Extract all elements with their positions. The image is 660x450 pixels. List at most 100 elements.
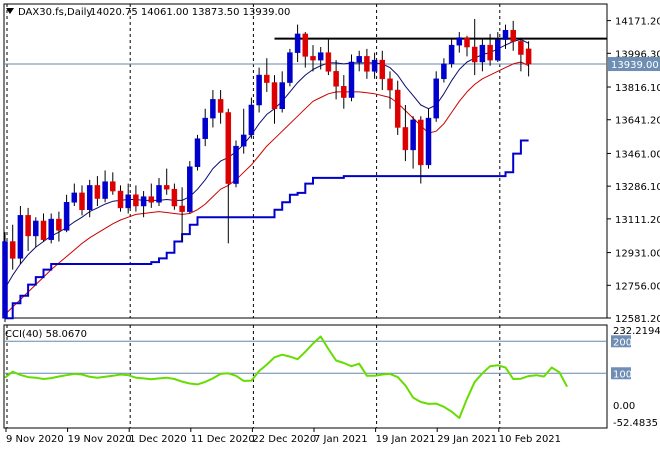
cci-tick-label: -52.4835 <box>613 418 658 429</box>
bull-candle <box>187 166 193 212</box>
price-tick-label: 13816.10 <box>615 83 660 94</box>
bear-candle <box>179 205 185 212</box>
bear-candle <box>302 33 309 57</box>
bear-candle <box>94 185 101 199</box>
bull-candle <box>441 63 447 80</box>
bull-candle <box>425 117 432 166</box>
bear-candle <box>271 82 278 109</box>
bear-candle <box>325 52 332 72</box>
price-tick-label: 13286.10 <box>615 182 660 193</box>
main-panel-frame <box>3 3 608 319</box>
bear-candle <box>40 220 47 240</box>
bear-candle <box>264 74 270 83</box>
bear-candle <box>163 185 170 190</box>
bear-candle <box>364 56 370 72</box>
time-tick-label: 7 Jan 2021 <box>314 434 368 445</box>
bull-candle <box>140 196 147 207</box>
bull-candle <box>194 138 201 167</box>
cci-level-badge <box>611 335 631 348</box>
bear-candle <box>9 241 16 259</box>
bear-candle <box>518 41 524 55</box>
price-tick-label: 13641.20 <box>615 116 660 127</box>
bull-candle <box>48 218 54 240</box>
bull-candle <box>2 241 8 319</box>
bull-candle <box>294 33 301 53</box>
bull-candle <box>248 104 255 136</box>
price-tick-label: 12581.20 <box>615 314 660 325</box>
dropdown-arrow-icon[interactable] <box>6 8 14 14</box>
bear-candle <box>510 29 516 42</box>
bear-candle <box>110 181 116 192</box>
cci-panel <box>4 335 568 419</box>
bull-candle <box>63 202 70 231</box>
bear-candle <box>333 71 339 87</box>
candles <box>2 18 532 322</box>
bull-candle <box>495 39 501 61</box>
bull-candle <box>433 78 439 119</box>
bear-candle <box>418 119 424 166</box>
bull-candle <box>17 215 24 259</box>
bear-candle <box>310 56 316 61</box>
bull-candle <box>240 134 247 147</box>
bear-candle <box>402 127 409 151</box>
bull-candle <box>410 119 416 151</box>
bear-candle <box>148 196 155 203</box>
price-tick-label: 12931.00 <box>615 249 660 260</box>
bear-candle <box>117 190 124 209</box>
time-tick-label: 29 Jan 2021 <box>437 434 497 445</box>
bear-candle <box>341 86 347 98</box>
time-tick-label: 10 Feb 2021 <box>499 434 561 445</box>
cci-tick-label: 232.2194 <box>613 326 660 337</box>
bear-candle <box>379 59 386 80</box>
bear-candle <box>387 78 393 91</box>
bull-candle <box>371 59 378 72</box>
bear-candle <box>394 89 401 128</box>
time-tick-label: 22 Dec 2020 <box>252 434 316 445</box>
slow-ma-line <box>4 61 529 315</box>
cci-level-label: 200 <box>613 337 632 348</box>
bear-candle <box>471 46 478 63</box>
bear-candle <box>217 99 224 113</box>
bull-candle <box>256 74 262 106</box>
bear-candle <box>79 192 85 210</box>
bull-candle <box>102 181 108 199</box>
price-tick-label: 13111.20 <box>615 215 660 226</box>
cci-panel-frame <box>3 324 608 429</box>
bull-candle <box>86 185 93 210</box>
bear-candle <box>133 194 139 207</box>
time-tick-label: 11 Dec 2020 <box>191 434 255 445</box>
bear-candle <box>225 112 232 184</box>
bull-candle <box>156 185 162 203</box>
current-price-badge <box>608 57 660 72</box>
fast-ma-line <box>4 39 529 289</box>
bear-candle <box>25 215 31 237</box>
bull-candle <box>33 220 39 237</box>
bull-candle <box>210 99 216 119</box>
time-tick-label: 19 Nov 2020 <box>68 434 132 445</box>
bull-candle <box>125 194 131 209</box>
current-price-label: 13939.00 <box>611 60 659 71</box>
bull-candle <box>71 192 78 203</box>
cci-level-label: 100 <box>613 369 632 380</box>
time-tick-label: 1 Dec 2020 <box>129 434 187 445</box>
bull-candle <box>448 44 455 65</box>
bull-candle <box>456 37 463 46</box>
bull-candle <box>317 52 324 61</box>
price-tick-label: 12756.00 <box>615 281 660 292</box>
time-tick-label: 9 Nov 2020 <box>6 434 64 445</box>
bear-candle <box>56 218 62 231</box>
cci-label: CCI(40) 58.0670 <box>5 329 87 340</box>
bull-candle <box>287 52 293 83</box>
price-lines <box>4 37 607 320</box>
bear-candle <box>171 188 178 207</box>
bear-candle <box>525 48 532 65</box>
bear-candle <box>464 37 470 48</box>
bull-candle <box>279 82 285 109</box>
price-tick-label: 13461.00 <box>615 149 660 160</box>
bull-candle <box>202 117 208 139</box>
bull-candle <box>502 29 509 40</box>
cci-line <box>4 335 568 419</box>
bear-candle <box>487 44 493 61</box>
bull-candle <box>348 61 355 98</box>
